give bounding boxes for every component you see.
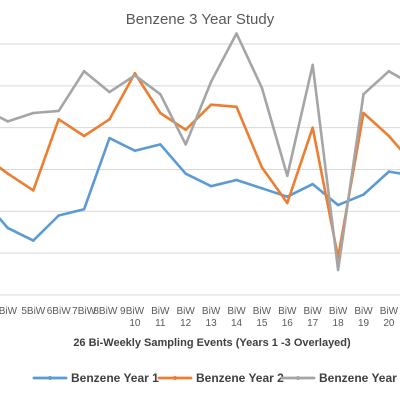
data-point — [133, 71, 137, 75]
legend-label: Benzene Year 3 — [319, 371, 400, 385]
x-tick-label: 8BiW 9 — [93, 306, 126, 317]
data-point — [387, 134, 391, 138]
data-point — [387, 170, 391, 173]
x-tick-label: BiW 17 — [304, 306, 323, 329]
data-point — [362, 111, 365, 115]
data-point — [32, 239, 35, 242]
data-point — [184, 128, 187, 132]
legend: Benzene Year 1 Benzene Year 2 Benzene Year… — [32, 371, 400, 385]
data-point — [362, 193, 365, 196]
data-point — [6, 120, 10, 123]
data-point — [133, 149, 137, 152]
data-point — [184, 143, 187, 146]
data-point — [235, 32, 238, 35]
x-tick-label: 5BiW — [21, 306, 45, 317]
x-tick-label: BiW 11 — [151, 306, 170, 329]
x-tick-label: BiW 14 — [227, 306, 246, 329]
x-tick-label: BiW 15 — [253, 306, 272, 329]
x-tick-label: BiW 18 — [329, 306, 348, 329]
x-axis-label: 26 Bi-Weekly Sampling Events (Years 1 -3… — [73, 337, 351, 349]
legend-marker — [173, 376, 177, 380]
data-point — [336, 203, 340, 207]
series-lines — [0, 32, 400, 272]
x-tick-label: BiW 19 — [354, 306, 373, 329]
series-line-year-2 — [0, 72, 400, 259]
legend-label: Benzene Year 2 — [196, 371, 284, 385]
series-line-year-3 — [0, 32, 400, 272]
data-point — [260, 166, 264, 169]
data-point — [57, 109, 60, 113]
gridlines — [0, 43, 400, 296]
data-point — [260, 86, 264, 90]
x-tick-label: BiW 20 — [380, 306, 399, 329]
data-point — [209, 103, 213, 106]
data-point — [32, 111, 35, 115]
series-line-year-1 — [0, 136, 400, 242]
data-point — [387, 69, 391, 73]
data-point — [133, 74, 137, 77]
data-point — [57, 118, 60, 121]
x-tick-label: BiW 12 — [177, 306, 196, 329]
data-point — [82, 207, 86, 211]
data-point — [311, 126, 315, 129]
data-point — [6, 226, 10, 230]
data-point — [159, 92, 162, 96]
x-tick-label: BiW 10 — [126, 306, 145, 329]
x-tick-label: BiW — [0, 306, 18, 317]
data-point — [108, 136, 111, 140]
legend-marker — [48, 376, 52, 380]
data-point — [362, 92, 365, 96]
data-point — [184, 172, 187, 175]
data-point — [108, 90, 111, 94]
x-tick-label: 7BiW — [72, 306, 96, 317]
data-point — [159, 111, 162, 115]
legend-label: Benzene Year 1 — [71, 371, 159, 385]
data-point — [235, 105, 238, 109]
data-point — [209, 184, 213, 188]
data-point — [82, 69, 86, 73]
x-tick-label: BiW 13 — [202, 306, 221, 329]
data-point — [6, 172, 10, 175]
data-point — [209, 80, 213, 83]
data-point — [235, 178, 238, 182]
legend-marker — [296, 376, 300, 380]
chart-title: Benzene 3 Year Study — [126, 11, 275, 28]
x-tick-label: 6BiW — [47, 306, 71, 317]
data-point — [32, 189, 35, 192]
data-point — [286, 201, 289, 205]
data-point — [336, 268, 340, 272]
data-point — [82, 134, 86, 138]
data-point — [57, 214, 60, 217]
data-point — [159, 143, 162, 146]
data-point — [108, 118, 111, 121]
data-point — [286, 174, 289, 178]
x-tick-label: BiW 16 — [278, 306, 297, 329]
data-point — [311, 63, 315, 67]
data-point — [260, 187, 264, 190]
data-point — [311, 182, 315, 186]
